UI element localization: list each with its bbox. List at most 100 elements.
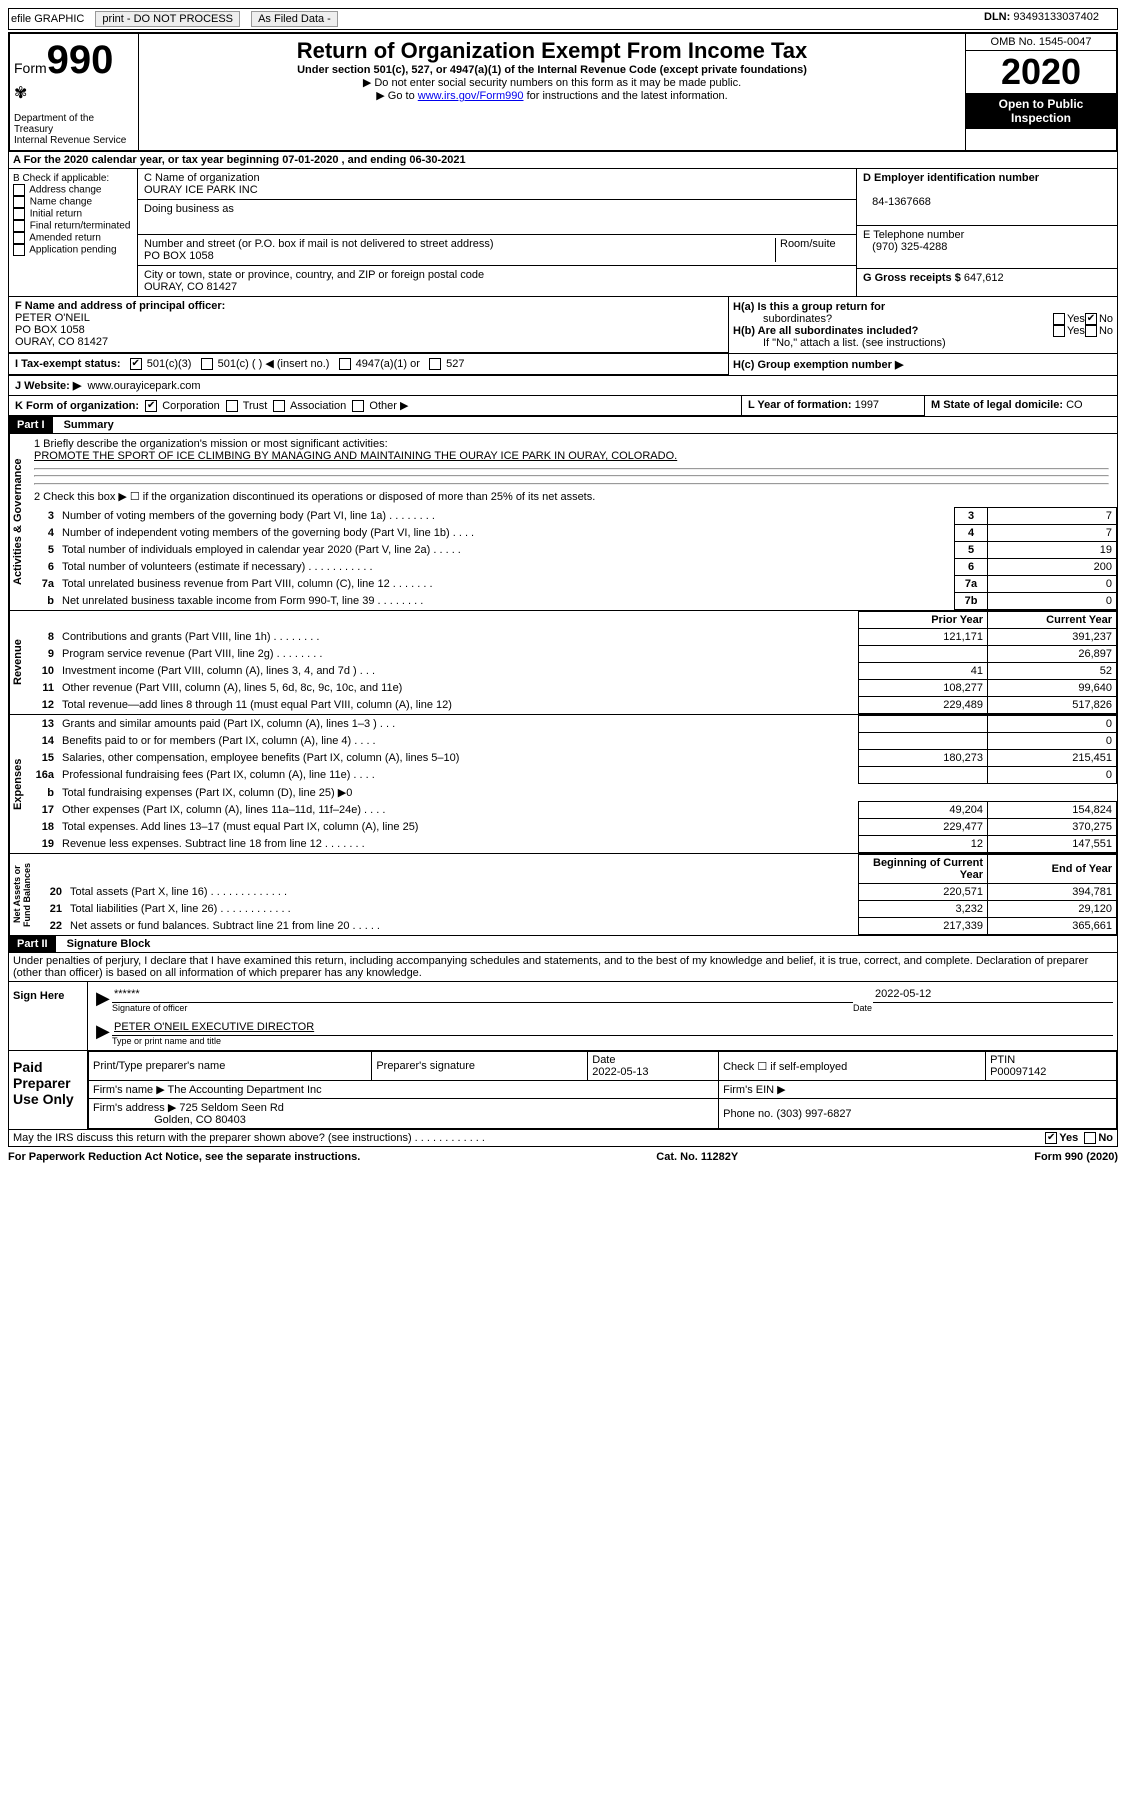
room-label: Room/suite — [775, 238, 850, 262]
box-e-label: E Telephone number — [863, 229, 964, 241]
footer-left: For Paperwork Reduction Act Notice, see … — [8, 1151, 360, 1163]
corp-checkbox[interactable]: ✔ — [145, 400, 157, 412]
part-i-title: Summary — [56, 417, 122, 433]
officer-addr2: OURAY, CO 81427 — [15, 336, 108, 348]
box-c-label: C Name of organization — [144, 172, 260, 184]
boxb-checkbox[interactable] — [13, 220, 25, 232]
assoc-checkbox[interactable] — [273, 400, 285, 412]
street-label: Number and street (or P.O. box if mail i… — [144, 238, 494, 250]
boxb-checkbox[interactable] — [13, 208, 25, 220]
discuss-yes-checkbox[interactable]: ✔ — [1045, 1132, 1057, 1144]
part-ii-header: Part II — [9, 936, 56, 952]
form-header: Form990 ✾ Department of the Treasury Int… — [8, 32, 1118, 152]
box-d-label: D Employer identification number — [863, 172, 1039, 184]
row-i-label: I Tax-exempt status: — [15, 358, 121, 370]
ha-yes-checkbox[interactable] — [1053, 313, 1065, 325]
city: OURAY, CO 81427 — [144, 281, 237, 293]
gross-receipts: 647,612 — [964, 272, 1004, 284]
501c-checkbox[interactable] — [201, 358, 213, 370]
boxb-checkbox[interactable] — [13, 244, 25, 256]
open-public: Open to Public Inspection — [966, 93, 1116, 129]
efile-label: efile GRAPHIC — [11, 13, 84, 25]
sig-stars: ****** — [114, 988, 140, 1000]
501c3-checkbox[interactable]: ✔ — [130, 358, 142, 370]
discuss-text: May the IRS discuss this return with the… — [13, 1132, 1045, 1144]
dept-label: Department of the Treasury Internal Reve… — [14, 113, 134, 146]
paid-preparer-label: Paid Preparer Use Only — [9, 1051, 88, 1129]
ha-label: H(a) Is this a group return for — [733, 301, 885, 313]
form-word: Form — [14, 60, 47, 76]
527-checkbox[interactable] — [429, 358, 441, 370]
box-f-label: F Name and address of principal officer: — [15, 300, 225, 312]
dln-value: 93493133037402 — [1013, 11, 1099, 23]
subtitle-1: Under section 501(c), 527, or 4947(a)(1)… — [143, 64, 961, 76]
footer-right: Form 990 (2020) — [1034, 1151, 1118, 1163]
row-j-label: J Website: ▶ — [15, 380, 81, 392]
officer-addr1: PO BOX 1058 — [15, 324, 85, 336]
mission-text: PROMOTE THE SPORT OF ICE CLIMBING BY MAN… — [34, 450, 1109, 462]
row-k-label: K Form of organization: — [15, 400, 139, 412]
dln-label: DLN: — [984, 11, 1010, 23]
officer-name-title: PETER O'NEIL EXECUTIVE DIRECTOR — [114, 1021, 314, 1033]
boxb-checkbox[interactable] — [13, 232, 25, 244]
firm-phone: (303) 997-6827 — [776, 1108, 851, 1120]
ptin: P00097142 — [990, 1066, 1046, 1078]
print-button[interactable]: print - DO NOT PROCESS — [95, 11, 240, 27]
website: www.ourayicepark.com — [87, 380, 200, 392]
sig-officer-label: Signature of officer — [112, 1003, 853, 1013]
subtitle-2: ▶ Do not enter social security numbers o… — [143, 76, 961, 89]
part-ii-title: Signature Block — [59, 936, 159, 952]
officer-name: PETER O'NEIL — [15, 312, 90, 324]
box-b: B Check if applicable: Address change Na… — [9, 169, 138, 296]
discuss-no-checkbox[interactable] — [1084, 1132, 1096, 1144]
topbar: efile GRAPHIC print - DO NOT PROCESS As … — [8, 8, 1118, 30]
boxb-checkbox[interactable] — [13, 184, 25, 196]
hb-label: H(b) Are all subordinates included? — [733, 325, 1053, 337]
expenses-table: 13Grants and similar amounts paid (Part … — [26, 715, 1117, 853]
city-label: City or town, state or province, country… — [144, 269, 484, 281]
boxb-checkbox[interactable] — [13, 196, 25, 208]
hc-label: H(c) Group exemption number ▶ — [733, 359, 903, 371]
sig-date-label: Date — [853, 1003, 1113, 1013]
name-title-label: Type or print name and title — [112, 1036, 1113, 1046]
form-title: Return of Organization Exempt From Incom… — [143, 38, 961, 64]
tax-year: 2020 — [966, 51, 1116, 93]
other-checkbox[interactable] — [352, 400, 364, 412]
firm-name: The Accounting Department Inc — [168, 1084, 322, 1096]
asfiled-button[interactable]: As Filed Data - — [251, 11, 338, 27]
sign-here-label: Sign Here — [9, 982, 88, 1050]
4947-checkbox[interactable] — [339, 358, 351, 370]
line1-label: 1 Briefly describe the organization's mi… — [34, 438, 1109, 450]
org-name: OURAY ICE PARK INC — [144, 184, 258, 196]
perjury-text: Under penalties of perjury, I declare th… — [8, 953, 1118, 982]
sub3-post: for instructions and the latest informat… — [524, 90, 728, 102]
trust-checkbox[interactable] — [226, 400, 238, 412]
prep-name-label: Print/Type preparer's name — [89, 1052, 372, 1081]
ha2: subordinates? — [733, 313, 1053, 325]
hb-no-checkbox[interactable] — [1085, 325, 1097, 337]
prep-date: 2022-05-13 — [592, 1066, 648, 1078]
row-m-label: M State of legal domicile: — [931, 399, 1063, 411]
self-emp-label: Check ☐ if self-employed — [719, 1052, 986, 1081]
box-b-header: B Check if applicable: — [13, 173, 133, 184]
firm-addr2: Golden, CO 80403 — [154, 1114, 246, 1126]
irs-link[interactable]: www.irs.gov/Form990 — [418, 90, 524, 102]
revenue-table: Prior YearCurrent Year8Contributions and… — [26, 611, 1117, 714]
firm-addr1: 725 Seldom Seen Rd — [179, 1102, 284, 1114]
rev-section-label: Revenue — [9, 611, 26, 714]
prep-sig-label: Preparer's signature — [372, 1052, 588, 1081]
sig-date: 2022-05-12 — [873, 986, 1113, 1003]
entity-section: B Check if applicable: Address change Na… — [8, 169, 1118, 297]
footer-mid: Cat. No. 11282Y — [656, 1151, 738, 1163]
box-g-label: G Gross receipts $ — [863, 272, 961, 284]
hb-yes-checkbox[interactable] — [1053, 325, 1065, 337]
ein: 84-1367668 — [872, 196, 931, 208]
h-note: If "No," attach a list. (see instruction… — [733, 337, 1113, 349]
firm-ein-label: Firm's EIN ▶ — [719, 1081, 1117, 1099]
exp-section-label: Expenses — [9, 715, 26, 853]
row-l-label: L Year of formation: — [748, 399, 852, 411]
form-number: 990 — [47, 38, 114, 82]
street: PO BOX 1058 — [144, 250, 214, 262]
ha-no-checkbox[interactable]: ✔ — [1085, 313, 1097, 325]
row-a: A For the 2020 calendar year, or tax yea… — [8, 152, 1118, 169]
